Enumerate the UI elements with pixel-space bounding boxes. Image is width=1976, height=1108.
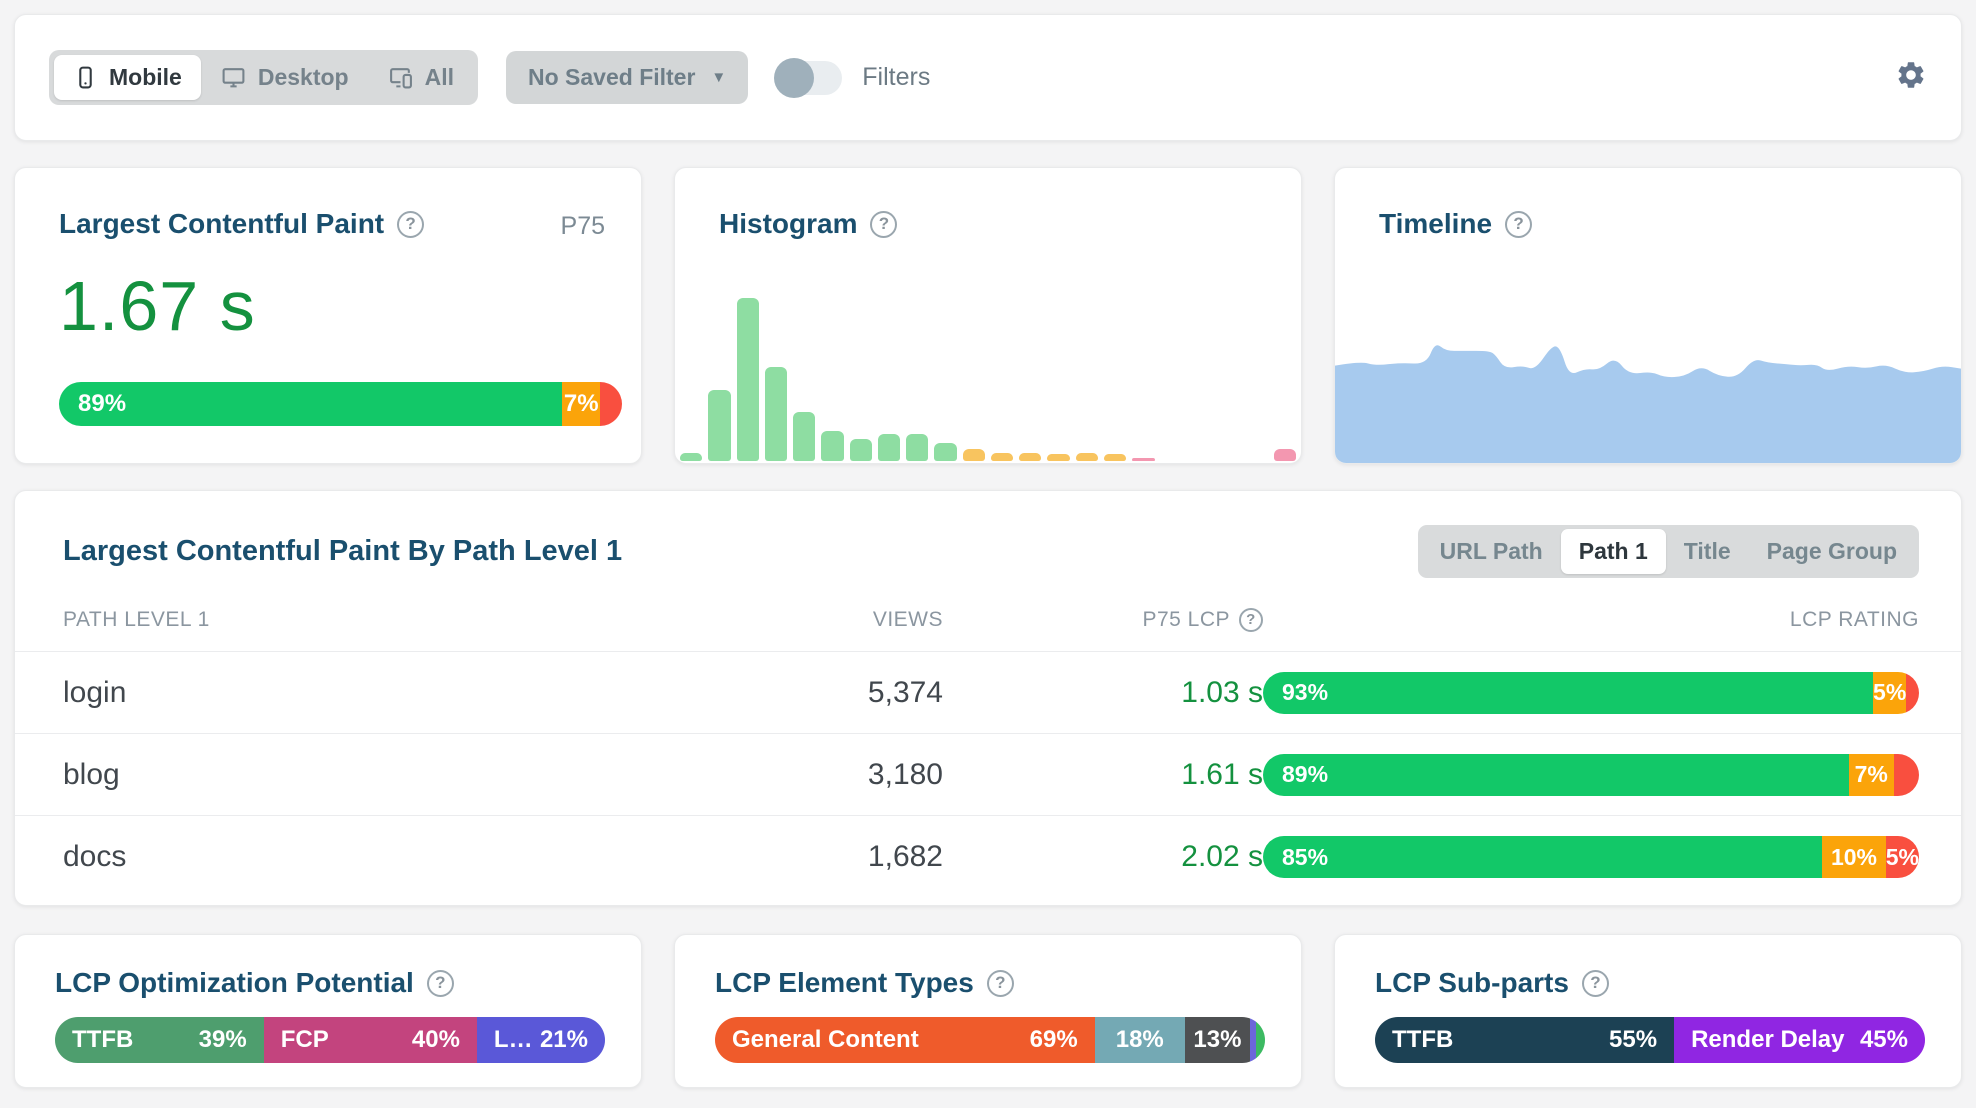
device-option-label: Desktop	[257, 64, 349, 90]
table-row[interactable]: login 5,374 1.03 s 93% 5%	[15, 652, 1961, 734]
p75-cell: 2.02 s	[1181, 840, 1263, 873]
filters-label: Filters	[862, 63, 931, 91]
lcp-card-title: Largest Contentful Paint	[59, 208, 385, 239]
help-icon[interactable]	[1581, 969, 1609, 997]
optimization-bar: TTFB 39% FCP 40% L… 21%	[55, 1017, 605, 1063]
path-cell: blog	[63, 757, 120, 791]
help-icon[interactable]	[986, 969, 1014, 997]
table-row[interactable]: docs 1,682 2.02 s 85% 10% 5%	[15, 816, 1961, 898]
rating-bar: 85% 10% 5%	[1263, 836, 1919, 878]
device-option-label: All	[424, 64, 454, 90]
views-cell: 5,374	[867, 675, 943, 709]
filters-toggle[interactable]	[774, 57, 843, 98]
device-option-desktop[interactable]: Desktop	[201, 55, 368, 100]
lcp-card: Largest Contentful Paint P75 1.67 s 89%7…	[14, 167, 642, 464]
lcp-optimization-card: LCP Optimization Potential TTFB39%FCP40%…	[14, 934, 642, 1088]
col-views: VIEWS	[872, 607, 943, 631]
group-by-tabs: URL Path Path 1 Title Page Group	[1417, 525, 1919, 578]
device-option-all[interactable]: All	[368, 55, 473, 100]
table-header-row: PATH LEVEL 1 VIEWS P75 LCP LCP RATING	[15, 588, 1961, 652]
help-icon[interactable]	[1239, 607, 1263, 632]
help-icon[interactable]	[870, 210, 898, 238]
subparts-bar: TTFB 55% Render Delay 45%	[1375, 1017, 1925, 1063]
element-types-card-title: LCP Element Types	[715, 967, 974, 998]
histogram-card-title: Histogram	[719, 208, 858, 239]
desktop-icon	[220, 65, 247, 90]
bottom-row: LCP Optimization Potential TTFB39%FCP40%…	[14, 934, 1962, 1088]
saved-filter-dropdown[interactable]: No Saved Filter ▼	[505, 51, 749, 104]
col-path-level: PATH LEVEL 1	[63, 607, 210, 631]
lcp-by-path-card: Largest Contentful Paint By Path Level 1…	[14, 490, 1962, 906]
help-icon[interactable]	[397, 210, 425, 238]
views-cell: 3,180	[867, 757, 943, 791]
timeline-card: Timeline	[1334, 167, 1962, 464]
toggle-knob	[774, 57, 815, 98]
table-row[interactable]: blog 3,180 1.61 s 89% 7%	[15, 734, 1961, 816]
saved-filter-label: No Saved Filter	[527, 64, 696, 90]
tab-url-path[interactable]: URL Path	[1439, 538, 1543, 564]
help-icon[interactable]	[426, 969, 454, 997]
lcp-element-types-card: LCP Element Types General Content69%18%1…	[674, 934, 1302, 1088]
device-option-label: Mobile	[109, 64, 182, 90]
device-option-mobile[interactable]: Mobile	[54, 55, 201, 100]
subparts-card-title: LCP Sub-parts	[1375, 967, 1569, 998]
all-devices-icon	[387, 65, 414, 90]
lcp-value: 1.67 s	[59, 267, 256, 345]
histogram-chart	[680, 293, 1296, 461]
metrics-row: Largest Contentful Paint P75 1.67 s 89%7…	[14, 167, 1962, 464]
path-cell: docs	[63, 840, 127, 873]
rating-bar: 93% 5%	[1263, 671, 1919, 714]
percentile-badge: P75	[560, 212, 605, 240]
chevron-down-icon: ▼	[711, 69, 727, 86]
optimization-card-title: LCP Optimization Potential	[55, 967, 414, 998]
toolbar: Mobile Desktop All No Saved Filte	[14, 14, 1962, 141]
histogram-card: Histogram	[674, 167, 1302, 464]
gear-icon[interactable]	[1895, 59, 1927, 96]
help-icon[interactable]	[1505, 210, 1533, 238]
filters-toggle-wrap: Filters	[774, 57, 931, 98]
table-title: Largest Contentful Paint By Path Level 1	[63, 535, 623, 567]
p75-cell: 1.03 s	[1181, 675, 1263, 709]
tab-title[interactable]: Title	[1683, 538, 1731, 564]
col-p75-lcp: P75 LCP	[1142, 607, 1230, 631]
timeline-chart	[1335, 345, 1961, 463]
tab-page-group[interactable]: Page Group	[1766, 538, 1897, 564]
tab-path-1[interactable]: Path 1	[1560, 529, 1666, 574]
rating-bar: 89% 7%	[1263, 753, 1919, 796]
p75-cell: 1.61 s	[1181, 757, 1263, 791]
views-cell: 1,682	[867, 840, 943, 873]
lcp-rating-bar: 89% 7%	[59, 382, 622, 426]
element-types-bar: General Content 69% 18% 13%	[715, 1017, 1265, 1063]
mobile-icon	[73, 65, 98, 90]
device-toggle-group: Mobile Desktop All	[49, 50, 478, 105]
path-cell: login	[63, 675, 127, 709]
col-lcp-rating: LCP RATING	[1789, 607, 1919, 631]
timeline-card-title: Timeline	[1379, 208, 1493, 239]
